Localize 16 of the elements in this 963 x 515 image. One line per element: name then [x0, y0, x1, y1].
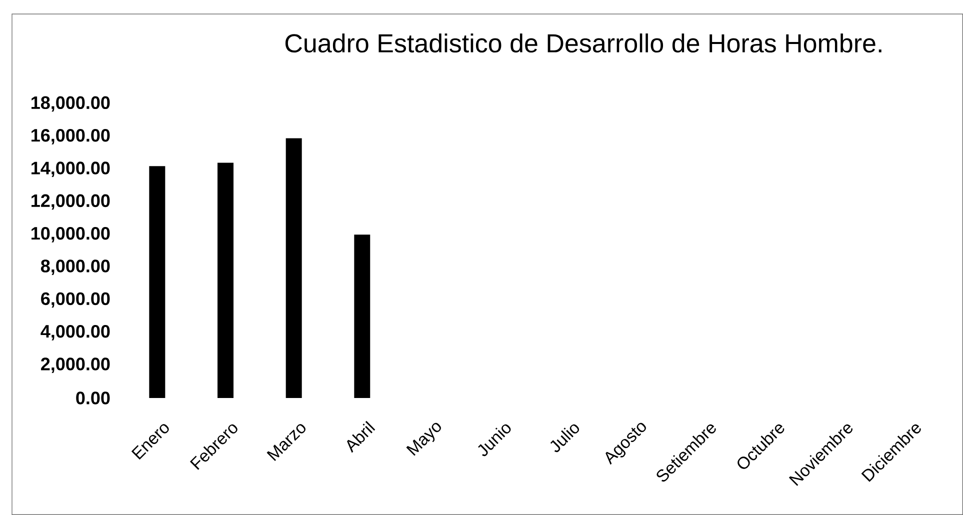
- chart-title: Cuadro Estadistico de Desarrollo de Horas Hombre.: [285, 33, 882, 53]
- bar: [354, 234, 370, 398]
- y-tick-label: 6,000.00: [41, 292, 110, 308]
- y-tick-label: 16,000.00: [32, 128, 110, 144]
- y-tick-label: 8,000.00: [40, 260, 110, 276]
- x-tick-label: Julio: [550, 424, 580, 452]
- bar: [149, 166, 166, 398]
- bar: [286, 138, 302, 398]
- y-tick-label: 0.00: [76, 392, 110, 404]
- y-tick-label: 18,000.00: [32, 96, 110, 112]
- y-tick-label: 12,000.00: [32, 194, 110, 210]
- y-tick-label: 14,000.00: [32, 162, 110, 178]
- y-tick-label: 10,000.00: [32, 226, 110, 242]
- bar: [218, 162, 234, 398]
- y-tick-label: 4,000.00: [40, 324, 110, 340]
- y-tick-label: 2,000.00: [41, 358, 110, 374]
